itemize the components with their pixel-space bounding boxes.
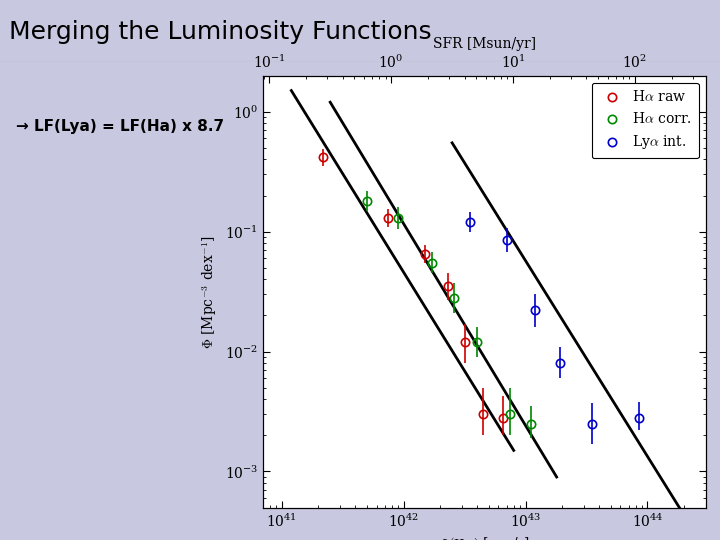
Text: Merging the Luminosity Functions: Merging the Luminosity Functions: [9, 21, 431, 44]
Y-axis label: $\Phi$ [Mpc$^{-3}$ dex$^{-1}$]: $\Phi$ [Mpc$^{-3}$ dex$^{-1}$]: [200, 234, 219, 349]
Legend: H$\alpha$ raw, H$\alpha$ corr., Ly$\alpha$ int.: H$\alpha$ raw, H$\alpha$ corr., Ly$\alph…: [592, 83, 698, 158]
X-axis label: SFR [Msun/yr]: SFR [Msun/yr]: [433, 37, 536, 51]
Text: → LF(Lya) = LF(Ha) x 8.7: → LF(Lya) = LF(Ha) x 8.7: [16, 119, 224, 134]
X-axis label: $L({\rm H}\alpha)$ [erg/s]: $L({\rm H}\alpha)$ [erg/s]: [438, 535, 530, 540]
